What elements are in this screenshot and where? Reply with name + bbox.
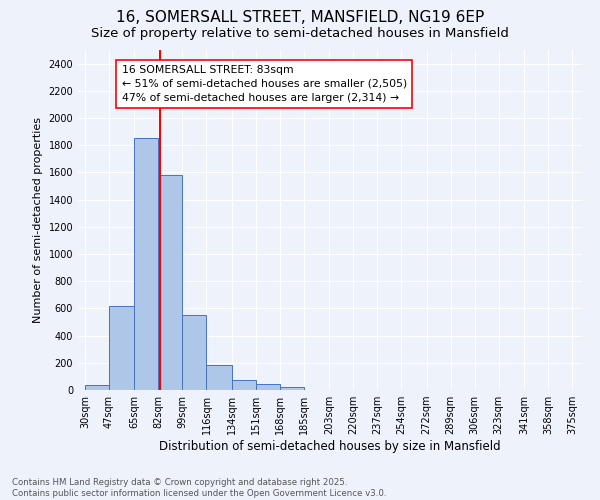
Bar <box>206 365 232 390</box>
Bar <box>109 306 134 390</box>
Bar <box>182 315 206 390</box>
Bar <box>85 385 109 390</box>
Text: 16 SOMERSALL STREET: 83sqm
← 51% of semi-detached houses are smaller (2,505)
47%: 16 SOMERSALL STREET: 83sqm ← 51% of semi… <box>122 65 407 103</box>
Y-axis label: Number of semi-detached properties: Number of semi-detached properties <box>33 117 43 323</box>
Text: Size of property relative to semi-detached houses in Mansfield: Size of property relative to semi-detach… <box>91 28 509 40</box>
Bar <box>256 384 280 390</box>
Bar <box>158 175 182 390</box>
X-axis label: Distribution of semi-detached houses by size in Mansfield: Distribution of semi-detached houses by … <box>159 440 501 453</box>
Bar <box>280 387 304 390</box>
Bar <box>134 138 158 390</box>
Bar <box>232 380 256 390</box>
Text: Contains HM Land Registry data © Crown copyright and database right 2025.
Contai: Contains HM Land Registry data © Crown c… <box>12 478 386 498</box>
Text: 16, SOMERSALL STREET, MANSFIELD, NG19 6EP: 16, SOMERSALL STREET, MANSFIELD, NG19 6E… <box>116 10 484 25</box>
